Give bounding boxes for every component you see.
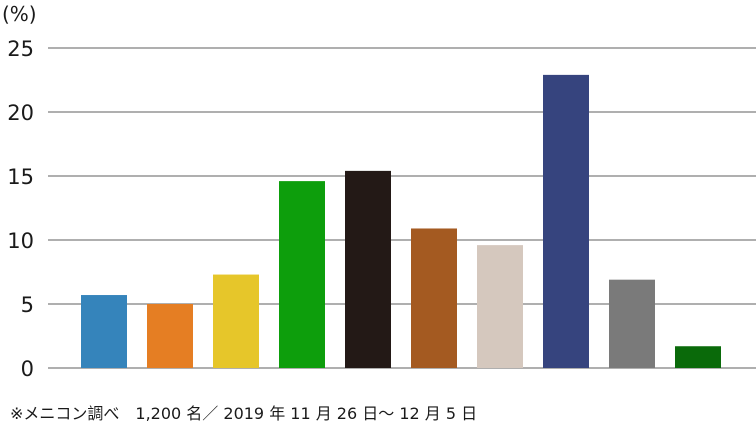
- bar: [477, 245, 523, 368]
- bar: [81, 295, 127, 368]
- y-tick-label: 15: [7, 165, 34, 189]
- y-tick-label: 5: [21, 293, 34, 317]
- bar: [411, 228, 457, 368]
- y-tick-label: 0: [21, 357, 34, 381]
- bar: [609, 279, 655, 368]
- bar: [147, 304, 193, 368]
- y-axis-unit-label: (%): [2, 2, 37, 26]
- y-tick-label: 10: [7, 229, 34, 253]
- bar: [543, 74, 589, 368]
- bar: [213, 274, 259, 368]
- y-tick-label: 25: [7, 37, 34, 61]
- source-note: ※メニコン調べ 1,200 名／ 2019 年 11 月 26 日～ 12 月 …: [10, 404, 478, 423]
- y-tick-label: 20: [7, 101, 34, 125]
- bar: [279, 181, 325, 368]
- bar: [345, 170, 391, 368]
- bar: [675, 346, 721, 368]
